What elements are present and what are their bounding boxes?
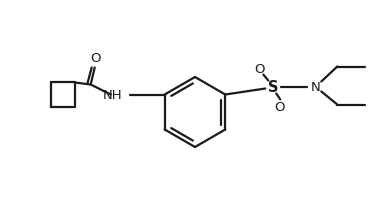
Text: O: O	[274, 101, 284, 114]
Text: S: S	[268, 80, 279, 95]
Text: O: O	[254, 63, 265, 76]
Text: N: N	[310, 81, 320, 94]
Text: O: O	[90, 52, 101, 65]
Text: NH: NH	[103, 89, 123, 102]
